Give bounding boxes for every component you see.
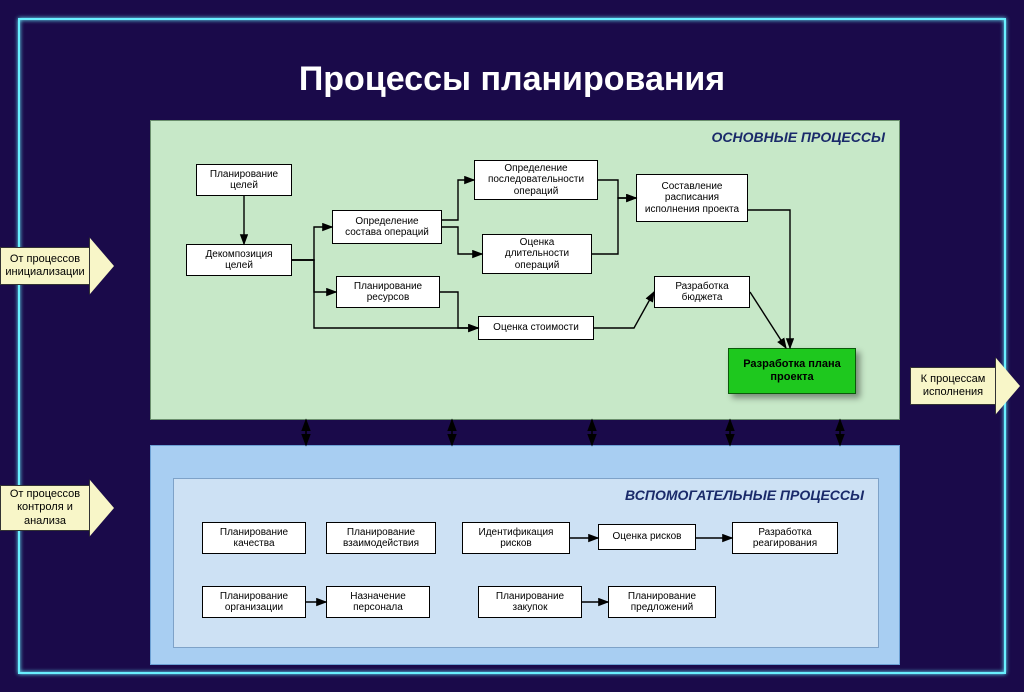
node-n1: Планирование целей: [196, 164, 292, 196]
arrow-from-control-label: От процессов контроля и анализа: [0, 485, 90, 531]
node-n5: Определение последовательности операций: [474, 160, 598, 200]
node-n10: Разработка плана проекта: [728, 348, 856, 394]
aux-node-a8: Планирование закупок: [478, 586, 582, 618]
arrow-from-init: От процессов инициализации: [0, 238, 114, 294]
chevron-right-icon: [996, 358, 1020, 414]
aux-processes-panel: ВСПОМОГАТЕЛЬНЫЕ ПРОЦЕССЫ: [173, 478, 879, 648]
node-n2: Декомпозиция целей: [186, 244, 292, 276]
node-n8: Составление расписания исполнения проект…: [636, 174, 748, 222]
arrow-from-init-label: От процессов инициализации: [0, 247, 90, 285]
aux-node-a1: Планирование качества: [202, 522, 306, 554]
arrow-to-exec: К процессам исполнения: [910, 358, 1020, 414]
node-n3: Определение состава операций: [332, 210, 442, 244]
page-title: Процессы планирования: [0, 60, 1024, 99]
node-n7: Оценка стоимости: [478, 316, 594, 340]
aux-node-a6: Планирование организации: [202, 586, 306, 618]
aux-node-a4: Оценка рисков: [598, 524, 696, 550]
aux-node-a9: Планирование предложений: [608, 586, 716, 618]
main-panel-title: ОСНОВНЫЕ ПРОЦЕССЫ: [711, 129, 885, 145]
arrow-from-control: От процессов контроля и анализа: [0, 480, 114, 536]
aux-node-a5: Разработка реагирования: [732, 522, 838, 554]
aux-node-a7: Назначение персонала: [326, 586, 430, 618]
aux-panel-title: ВСПОМОГАТЕЛЬНЫЕ ПРОЦЕССЫ: [625, 487, 864, 503]
node-n6: Оценка длительности операций: [482, 234, 592, 274]
node-n4: Планирование ресурсов: [336, 276, 440, 308]
arrow-to-exec-label: К процессам исполнения: [910, 367, 996, 405]
aux-node-a2: Планирование взаимодействия: [326, 522, 436, 554]
aux-node-a3: Идентификация рисков: [462, 522, 570, 554]
node-n9: Разработка бюджета: [654, 276, 750, 308]
chevron-right-icon: [90, 480, 114, 536]
chevron-right-icon: [90, 238, 114, 294]
